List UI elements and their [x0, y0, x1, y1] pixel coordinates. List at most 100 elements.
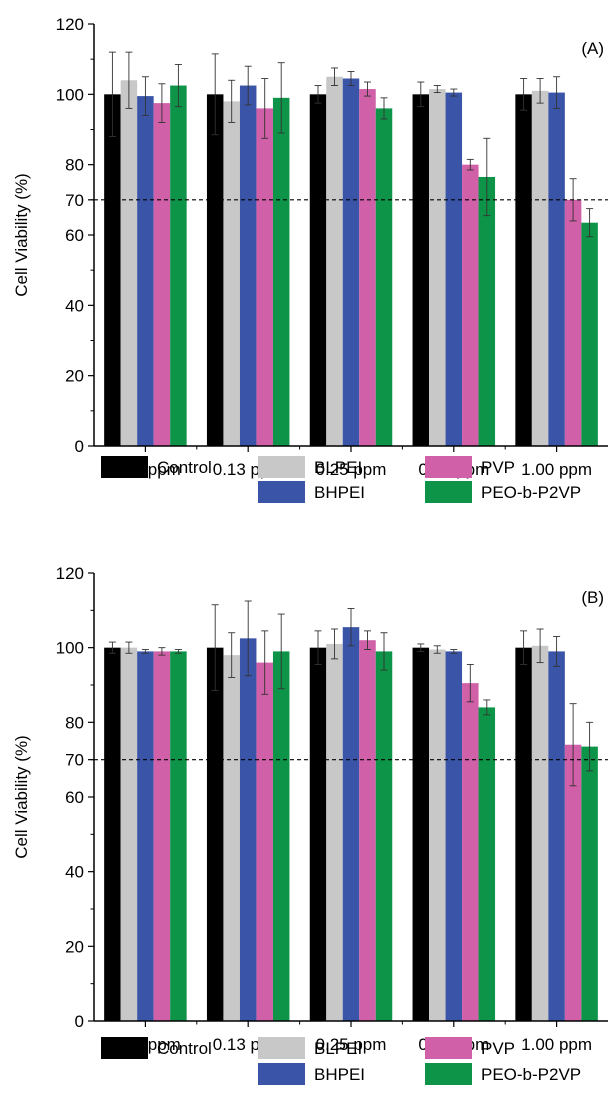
- legend-swatch: [101, 456, 148, 478]
- panel-b-legend-item-0: Control: [101, 1037, 212, 1059]
- panel-b-bar-pvp-3: [462, 683, 479, 1021]
- panel-b-bar-pvp-1: [256, 663, 273, 1021]
- panel-a-panel-label: (A): [581, 39, 604, 58]
- panel-a-bar-bhpei-1: [240, 86, 257, 446]
- panel-b-bar-blpei-4: [532, 646, 549, 1021]
- panel-b-bar-control-0: [104, 648, 121, 1021]
- panel-b-x-label-4: 1.00 ppm: [521, 1035, 592, 1054]
- legend-label: PEO-b-P2VP: [481, 483, 581, 502]
- legend-swatch: [425, 1063, 472, 1085]
- panel-b-bar-bhpei-4: [548, 651, 565, 1021]
- panel-a-x-label-4: 1.00 ppm: [521, 460, 592, 479]
- panel-a-bar-blpei-1: [223, 101, 240, 446]
- panel-a-legend-item-4: PEO-b-P2VP: [425, 481, 581, 503]
- panel-a-bar-blpei-3: [429, 89, 446, 446]
- panel-b-bar-pvp-2: [359, 640, 376, 1021]
- panel-b-y-tick-label-20: 20: [65, 937, 84, 956]
- panel-b-bar-control-4: [515, 648, 532, 1021]
- panel-b-bar-blpei-2: [326, 644, 343, 1021]
- panel-b-legend: Control BLPEI BHPEI PVP PEO-b-P2VP: [101, 1037, 581, 1085]
- panel-b-bar-blpei-1: [223, 655, 240, 1021]
- panel-b-bar-bhpei-0: [137, 651, 154, 1021]
- panel-b-legend-item-3: PVP: [425, 1037, 515, 1059]
- panel-b-panel-label: (B): [581, 588, 604, 607]
- panel-a-bar-peo-b-p2vp-1: [273, 98, 290, 446]
- panel-b-bar-peo-b-p2vp-0: [170, 651, 187, 1021]
- panel-a-legend-item-0: Control: [101, 456, 212, 478]
- panel-a-legend-item-3: PVP: [425, 456, 515, 478]
- panel-a-bar-peo-b-p2vp-4: [581, 223, 598, 446]
- panel-b-bar-peo-b-p2vp-2: [376, 651, 393, 1021]
- panel-a-bar-peo-b-p2vp-0: [170, 86, 187, 446]
- legend-swatch: [258, 481, 305, 503]
- panel-a-bar-control-0: [104, 94, 121, 446]
- panel-a-bar-control-3: [413, 94, 430, 446]
- panel-b-legend-item-1: BLPEI: [258, 1037, 362, 1059]
- panel-a-y-tick-label-60: 60: [65, 226, 84, 245]
- panel-a-bar-blpei-4: [532, 91, 549, 446]
- panel-a-bar-pvp-4: [565, 200, 582, 446]
- panel-a-y-tick-label-0: 0: [75, 437, 84, 456]
- panel-b-bar-bhpei-2: [343, 627, 360, 1021]
- panel-b-bar-blpei-0: [121, 648, 137, 1021]
- panel-a-bar-peo-b-p2vp-3: [479, 177, 496, 446]
- panel-a-bar-pvp-1: [256, 108, 273, 446]
- legend-label: PVP: [481, 458, 515, 477]
- panel-b-group: 020406070801001200.06 ppm0.13 ppm0.25 pp…: [12, 564, 608, 1085]
- panel-a-bar-bhpei-3: [446, 93, 463, 446]
- panel-b-y-tick-label-0: 0: [75, 1012, 84, 1031]
- panel-b-bar-blpei-3: [429, 650, 446, 1021]
- panel-a-y-tick-label-70: 70: [65, 191, 84, 210]
- panel-a-bar-control-1: [207, 94, 224, 446]
- panel-b-bar-control-1: [207, 648, 224, 1021]
- legend-label: BLPEI: [314, 1039, 362, 1058]
- legend-label: BLPEI: [314, 458, 362, 477]
- panel-b-bar-control-3: [413, 648, 430, 1021]
- legend-swatch: [425, 456, 472, 478]
- legend-swatch: [425, 1037, 472, 1059]
- panel-a-y-tick-label-120: 120: [56, 15, 84, 34]
- panel-b-bar-bhpei-1: [240, 638, 257, 1021]
- legend-label: BHPEI: [314, 483, 365, 502]
- panel-a-bar-bhpei-4: [548, 93, 565, 446]
- panel-a-legend-item-2: BHPEI: [258, 481, 365, 503]
- panel-b-y-tick-label-120: 120: [56, 564, 84, 583]
- panel-a-bar-pvp-0: [154, 103, 171, 446]
- panel-a-bar-bhpei-0: [137, 96, 154, 446]
- panel-b-y-tick-label-100: 100: [56, 639, 84, 658]
- panel-a-y-tick-label-80: 80: [65, 156, 84, 175]
- panel-a-bar-bhpei-2: [343, 79, 360, 446]
- panel-b-bar-peo-b-p2vp-3: [479, 707, 496, 1021]
- panel-a-bar-control-4: [515, 94, 532, 446]
- panel-a-legend: Control BLPEI BHPEI PVP PEO-b-P2VP: [101, 456, 581, 503]
- legend-swatch: [258, 1037, 305, 1059]
- panel-b-y-tick-label-60: 60: [65, 788, 84, 807]
- legend-swatch: [258, 456, 305, 478]
- legend-swatch: [258, 1063, 305, 1085]
- panel-a-bar-control-2: [310, 94, 327, 446]
- panel-a-y-tick-label-100: 100: [56, 85, 84, 104]
- panel-b-bar-peo-b-p2vp-1: [273, 651, 290, 1021]
- panel-a-y-axis-title: Cell Viability (%): [12, 173, 31, 296]
- panel-b-y-tick-label-40: 40: [65, 863, 84, 882]
- panel-a-y-tick-label-20: 20: [65, 367, 84, 386]
- panel-a-bar-peo-b-p2vp-2: [376, 108, 393, 446]
- panel-a-y-tick-label-40: 40: [65, 296, 84, 315]
- panel-b-y-axis-title: Cell Viability (%): [12, 735, 31, 858]
- legend-label: PEO-b-P2VP: [481, 1065, 581, 1084]
- legend-swatch: [101, 1037, 148, 1059]
- legend-label: Control: [157, 458, 212, 477]
- legend-label: PVP: [481, 1039, 515, 1058]
- panel-a-bar-blpei-2: [326, 77, 343, 446]
- panel-b-bar-control-2: [310, 648, 327, 1021]
- panel-b-legend-item-2: BHPEI: [258, 1063, 365, 1085]
- panel-b-legend-item-4: PEO-b-P2VP: [425, 1063, 581, 1085]
- panel-b-y-tick-label-80: 80: [65, 713, 84, 732]
- panel-a-bar-pvp-3: [462, 165, 479, 446]
- panel-a-bar-blpei-0: [121, 80, 137, 446]
- panel-b-bar-pvp-0: [154, 651, 171, 1021]
- legend-label: Control: [157, 1039, 212, 1058]
